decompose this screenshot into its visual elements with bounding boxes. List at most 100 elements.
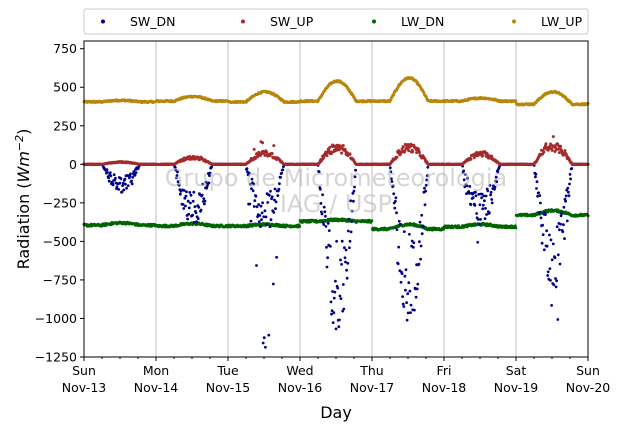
sw-dn-point bbox=[413, 308, 416, 312]
sw-dn-point bbox=[197, 205, 201, 209]
sw-dn-point bbox=[264, 345, 267, 349]
sw-dn-point bbox=[478, 203, 482, 207]
sw-dn-point bbox=[483, 199, 486, 203]
sw-dn-point bbox=[473, 204, 477, 207]
sw-up-point bbox=[252, 147, 256, 151]
sw-dn-point bbox=[550, 258, 554, 262]
y-tick-label: −1000 bbox=[35, 311, 77, 326]
sw-dn-point bbox=[476, 240, 480, 244]
sw-dn-point bbox=[330, 312, 333, 316]
legend-marker bbox=[241, 19, 245, 24]
sw-dn-point bbox=[564, 194, 568, 198]
lw-up-point bbox=[392, 93, 396, 97]
sw-dn-point bbox=[556, 253, 560, 257]
sw-dn-point bbox=[549, 279, 552, 282]
sw-dn-point bbox=[410, 239, 414, 243]
sw-dn-point bbox=[562, 223, 565, 227]
sw-dn-point bbox=[335, 239, 338, 243]
sw-dn-point bbox=[130, 179, 134, 183]
sw-dn-point bbox=[250, 177, 254, 181]
sw-dn-point bbox=[480, 192, 484, 196]
sw-dn-point bbox=[107, 179, 111, 183]
sw-dn-point bbox=[539, 201, 542, 205]
sw-dn-point bbox=[418, 240, 421, 244]
sw-up-point bbox=[401, 145, 405, 149]
sw-dn-point bbox=[268, 193, 271, 197]
sw-dn-point bbox=[474, 194, 478, 198]
sw-dn-point bbox=[334, 327, 338, 331]
sw-dn-point bbox=[488, 211, 491, 215]
sw-up-point bbox=[417, 151, 421, 154]
sw-dn-point bbox=[485, 213, 488, 216]
sw-dn-point bbox=[250, 187, 253, 191]
sw-dn-point bbox=[341, 309, 345, 313]
sw-dn-point bbox=[271, 282, 275, 286]
sw-dn-point bbox=[262, 215, 266, 219]
sw-dn-point bbox=[119, 177, 123, 181]
sw-dn-point bbox=[264, 215, 268, 219]
sw-dn-point bbox=[462, 178, 466, 182]
sw-dn-point bbox=[196, 217, 200, 221]
sw-dn-point bbox=[404, 288, 407, 292]
sw-dn-point bbox=[107, 176, 110, 180]
sw-dn-point bbox=[348, 246, 351, 250]
x-tick-label-date: Nov-14 bbox=[134, 380, 179, 395]
sw-up-point bbox=[472, 156, 476, 160]
sw-dn-point bbox=[253, 199, 257, 203]
sw-dn-point bbox=[269, 189, 272, 193]
sw-dn-point bbox=[409, 311, 412, 314]
sw-dn-point bbox=[324, 225, 328, 228]
sw-dn-point bbox=[541, 223, 544, 227]
sw-dn-point bbox=[426, 165, 430, 169]
sw-dn-point bbox=[273, 198, 276, 202]
sw-dn-point bbox=[340, 263, 343, 266]
sw-dn-point bbox=[550, 304, 553, 307]
sw-dn-point bbox=[392, 192, 396, 196]
sw-dn-point bbox=[324, 214, 327, 218]
sw-dn-point bbox=[325, 265, 329, 269]
legend-marker bbox=[372, 19, 376, 24]
sw-dn-point bbox=[345, 268, 348, 272]
sw-dn-point bbox=[414, 295, 418, 299]
legend-marker bbox=[512, 19, 516, 24]
sw-dn-point bbox=[188, 191, 192, 194]
legend-marker bbox=[101, 19, 105, 24]
sw-dn-point bbox=[254, 194, 258, 198]
sw-up-point bbox=[330, 152, 333, 155]
sw-dn-point bbox=[474, 190, 477, 194]
sw-dn-point bbox=[538, 194, 542, 198]
sw-dn-point bbox=[320, 210, 323, 214]
sw-dn-point bbox=[346, 229, 350, 233]
sw-dn-point bbox=[548, 267, 552, 270]
sw-dn-point bbox=[109, 174, 113, 178]
sw-dn-point bbox=[337, 325, 341, 329]
lw-dn-point bbox=[514, 226, 518, 230]
sw-dn-point bbox=[173, 166, 177, 169]
sw-dn-point bbox=[484, 194, 488, 198]
sw-dn-point bbox=[551, 242, 555, 246]
sw-dn-point bbox=[570, 167, 574, 170]
sw-dn-point bbox=[490, 198, 494, 201]
sw-dn-point bbox=[353, 175, 357, 179]
sw-dn-point bbox=[568, 182, 571, 186]
sw-up-point bbox=[415, 151, 419, 155]
sw-dn-point bbox=[120, 190, 124, 194]
sw-dn-point bbox=[123, 177, 127, 181]
sw-dn-point bbox=[248, 182, 252, 186]
sw-dn-point bbox=[347, 217, 351, 221]
y-axis-title-close: ) bbox=[14, 129, 33, 135]
sw-dn-point bbox=[122, 188, 126, 192]
sw-dn-point bbox=[552, 283, 556, 287]
x-tick-label-date: Nov-13 bbox=[62, 380, 106, 395]
sw-up-point bbox=[403, 149, 407, 153]
sw-dn-point bbox=[129, 172, 132, 176]
sw-dn-point bbox=[495, 180, 499, 184]
sw-dn-point bbox=[568, 173, 572, 176]
sw-dn-point bbox=[390, 177, 393, 181]
sw-dn-point bbox=[539, 216, 543, 220]
sw-dn-point bbox=[326, 222, 330, 225]
sw-dn-point bbox=[493, 185, 497, 189]
sw-dn-point bbox=[488, 184, 492, 187]
sw-dn-point bbox=[333, 290, 337, 294]
sw-dn-point bbox=[200, 193, 204, 197]
